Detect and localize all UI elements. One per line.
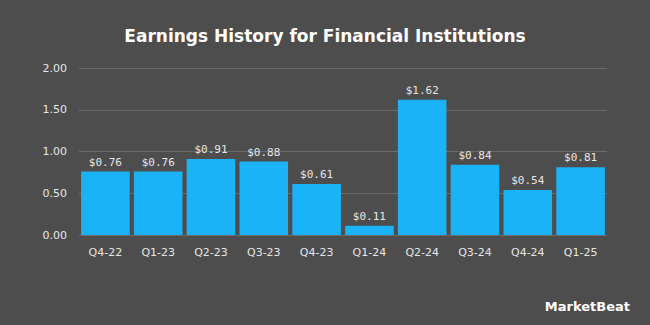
svg-text:Q1-24: Q1-24 xyxy=(353,246,387,259)
svg-text:Q1-25: Q1-25 xyxy=(564,246,598,259)
svg-text:$0.81: $0.81 xyxy=(564,151,597,164)
svg-text:0.00: 0.00 xyxy=(43,229,68,242)
svg-text:Q4-24: Q4-24 xyxy=(511,246,545,259)
svg-text:$0.11: $0.11 xyxy=(353,210,386,223)
svg-text:Q4-23: Q4-23 xyxy=(300,246,334,259)
svg-text:2.00: 2.00 xyxy=(43,62,68,75)
svg-text:MarketBeat: MarketBeat xyxy=(545,299,630,314)
svg-text:0.50: 0.50 xyxy=(43,187,68,200)
svg-text:Q4-22: Q4-22 xyxy=(89,246,123,259)
svg-text:$0.76: $0.76 xyxy=(89,156,122,169)
svg-text:$0.91: $0.91 xyxy=(194,143,227,156)
svg-text:$0.84: $0.84 xyxy=(458,149,491,162)
svg-text:Q1-23: Q1-23 xyxy=(141,246,175,259)
svg-text:Q2-23: Q2-23 xyxy=(194,246,228,259)
svg-text:1.50: 1.50 xyxy=(43,103,68,116)
svg-text:1.00: 1.00 xyxy=(43,145,68,158)
svg-text:$0.61: $0.61 xyxy=(300,168,333,181)
svg-text:Q2-24: Q2-24 xyxy=(405,246,439,259)
svg-text:$0.54: $0.54 xyxy=(511,174,544,187)
svg-text:$0.88: $0.88 xyxy=(247,146,280,159)
svg-text:Q3-23: Q3-23 xyxy=(247,246,281,259)
svg-text:Earnings History for Financial: Earnings History for Financial Instituti… xyxy=(124,26,525,46)
svg-text:$0.76: $0.76 xyxy=(142,156,175,169)
svg-text:$1.62: $1.62 xyxy=(406,84,439,97)
svg-text:Q3-24: Q3-24 xyxy=(458,246,492,259)
